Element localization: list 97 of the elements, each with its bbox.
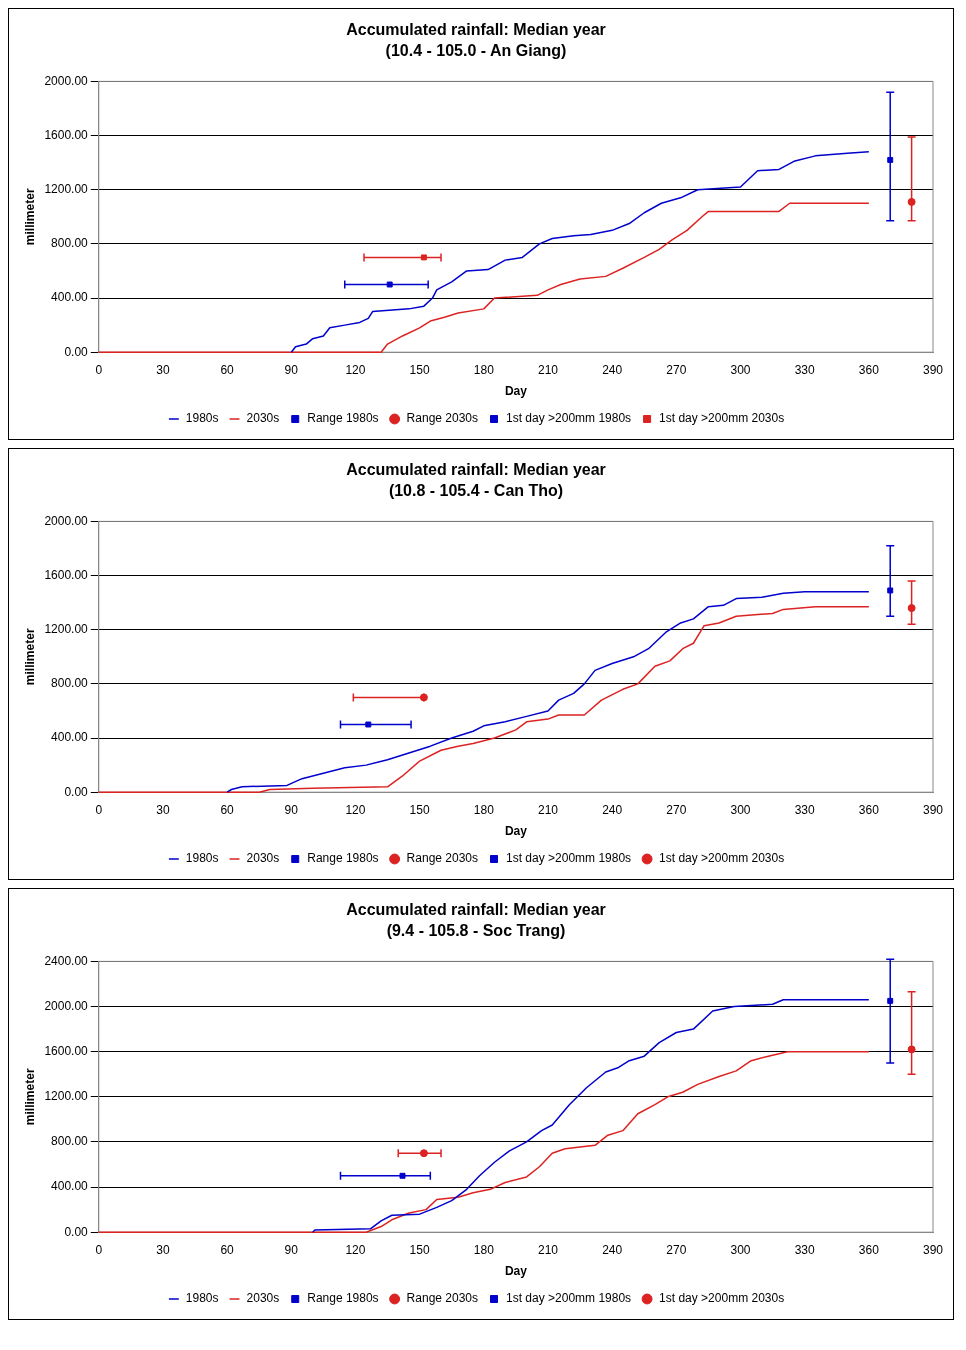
x-tick-label: 30 xyxy=(156,1242,170,1257)
x-tick-label: 150 xyxy=(409,1242,430,1257)
legend-label: Range 2030s xyxy=(406,411,479,426)
legend-label: 1980s xyxy=(185,1291,219,1306)
x-tick-label: 330 xyxy=(794,1242,815,1257)
x-tick-label: 120 xyxy=(345,1242,366,1257)
x-tick-label: 60 xyxy=(220,362,235,377)
x-tick-label: 390 xyxy=(922,362,944,377)
x-tick-label: 90 xyxy=(284,362,299,377)
y-tick-label: 800.00 xyxy=(51,676,89,691)
x-tick-label: 30 xyxy=(156,802,170,817)
x-tick-label: 150 xyxy=(409,362,430,377)
legend-label: 1st day >200mm 2030s xyxy=(659,851,785,866)
x-tick-label: 210 xyxy=(537,1242,559,1257)
legend-label: 1st day >200mm 2030s xyxy=(659,1291,785,1306)
chart-subtitle: (10.4 - 105.0 - An Giang) xyxy=(385,42,567,60)
y-axis-title: millimeter xyxy=(22,188,37,246)
x-tick-label: 360 xyxy=(858,1242,880,1257)
x-tick-label: 60 xyxy=(220,1242,235,1257)
x-tick-label: 300 xyxy=(730,1242,751,1257)
y-tick-label: 2000.00 xyxy=(44,73,89,88)
legend-label: 1980s xyxy=(185,851,219,866)
legend-label: 1st day >200mm 1980s xyxy=(506,851,632,866)
x-tick-label: 300 xyxy=(730,802,751,817)
x-tick-label: 180 xyxy=(473,802,495,817)
point xyxy=(907,197,916,206)
x-tick-label: 0 xyxy=(95,362,103,377)
x-tick-label: 150 xyxy=(409,802,430,817)
x-tick-label: 330 xyxy=(794,802,815,817)
y-tick-label: 2000.00 xyxy=(44,513,89,528)
point xyxy=(907,1045,916,1054)
point xyxy=(386,281,393,288)
y-tick-label: 400.00 xyxy=(51,1179,89,1194)
y-tick-label: 2400.00 xyxy=(44,953,89,968)
y-tick-label: 1200.00 xyxy=(44,622,89,637)
x-tick-label: 390 xyxy=(922,802,944,817)
legend-label: Range 1980s xyxy=(307,1291,379,1306)
point xyxy=(907,604,916,613)
y-tick-label: 2000.00 xyxy=(44,998,89,1013)
x-tick-label: 30 xyxy=(156,362,170,377)
x-axis-title: Day xyxy=(504,824,528,839)
x-tick-label: 180 xyxy=(473,362,495,377)
legend-label: 2030s xyxy=(246,411,280,426)
x-tick-label: 240 xyxy=(602,362,623,377)
y-tick-label: 1600.00 xyxy=(44,127,89,142)
y-tick-label: 400.00 xyxy=(51,290,89,305)
y-axis-title: millimeter xyxy=(22,1068,37,1126)
chart-title: Accumulated rainfall: Median year xyxy=(346,461,606,479)
y-tick-label: 400.00 xyxy=(51,730,89,745)
y-tick-label: 800.00 xyxy=(51,1134,89,1149)
legend-label: Range 1980s xyxy=(307,411,379,426)
legend-label: 1980s xyxy=(185,411,219,426)
x-tick-label: 60 xyxy=(220,802,235,817)
y-tick-label: 0.00 xyxy=(64,784,89,799)
x-tick-label: 0 xyxy=(95,802,103,817)
legend-label: 1st day >200mm 1980s xyxy=(506,1291,632,1306)
x-tick-label: 270 xyxy=(666,362,687,377)
x-tick-label: 390 xyxy=(922,1242,944,1257)
x-tick-label: 270 xyxy=(666,802,687,817)
x-axis-title: Day xyxy=(504,384,528,399)
x-tick-label: 120 xyxy=(345,802,366,817)
y-tick-label: 0.00 xyxy=(64,344,89,359)
chart-subtitle: (9.4 - 105.8 - Soc Trang) xyxy=(386,922,566,940)
point xyxy=(420,254,427,261)
legend-label: 1st day >200mm 1980s xyxy=(506,411,632,426)
x-tick-label: 210 xyxy=(537,362,559,377)
x-tick-label: 330 xyxy=(794,362,815,377)
x-tick-label: 240 xyxy=(602,802,623,817)
legend-label: Range 2030s xyxy=(406,851,479,866)
legend-label: 2030s xyxy=(246,1291,280,1306)
y-tick-label: 0.00 xyxy=(64,1224,89,1239)
y-tick-label: 1600.00 xyxy=(44,567,89,582)
x-tick-label: 0 xyxy=(95,1242,103,1257)
legend-label: 2030s xyxy=(246,851,280,866)
y-axis-title: millimeter xyxy=(22,628,37,686)
x-tick-label: 90 xyxy=(284,1242,299,1257)
x-tick-label: 270 xyxy=(666,1242,687,1257)
x-tick-label: 360 xyxy=(858,802,880,817)
x-tick-label: 360 xyxy=(858,362,880,377)
chart-subtitle: (10.8 - 105.4 - Can Tho) xyxy=(388,482,564,500)
x-tick-label: 240 xyxy=(602,1242,623,1257)
x-axis-title: Day xyxy=(504,1264,528,1279)
point xyxy=(365,721,372,728)
y-tick-label: 1200.00 xyxy=(44,182,89,197)
y-tick-label: 1600.00 xyxy=(44,1043,89,1058)
x-tick-label: 180 xyxy=(473,1242,495,1257)
x-tick-label: 300 xyxy=(730,362,751,377)
x-tick-label: 210 xyxy=(537,802,559,817)
legend-label: Range 2030s xyxy=(406,1291,479,1306)
chart-title: Accumulated rainfall: Median year xyxy=(346,901,606,919)
x-tick-label: 90 xyxy=(284,802,299,817)
legend-label: 1st day >200mm 2030s xyxy=(659,411,785,426)
chart-title: Accumulated rainfall: Median year xyxy=(346,21,606,39)
legend-label: Range 1980s xyxy=(307,851,379,866)
x-tick-label: 120 xyxy=(345,362,366,377)
y-tick-label: 1200.00 xyxy=(44,1089,89,1104)
y-tick-label: 800.00 xyxy=(51,236,89,251)
